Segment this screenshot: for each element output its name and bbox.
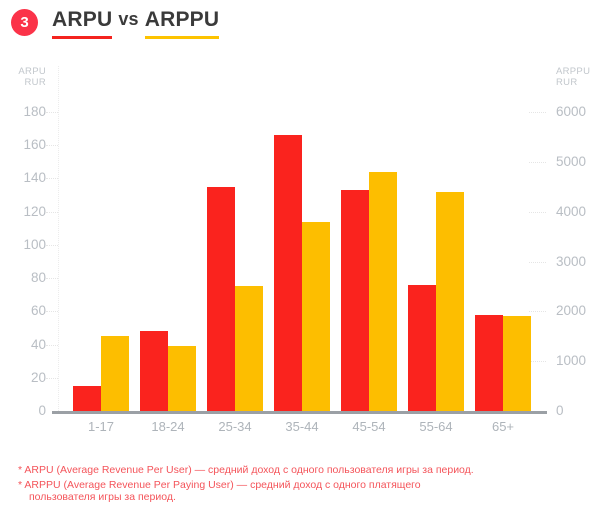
- bar-arpu-45-54: [341, 190, 369, 411]
- plot-left-guide: [58, 66, 59, 411]
- footnote-arppu: * ARPPU (Average Revenue Per Paying User…: [18, 478, 421, 504]
- left-grid-tick: [46, 377, 58, 379]
- bar-arpu-65+: [475, 314, 503, 411]
- page-title: ARPU vs ARPPU: [52, 8, 220, 39]
- left-axis-title-line2: RUR: [24, 77, 46, 88]
- right-grid-tick: [529, 311, 546, 313]
- left-tick-label: 80: [30, 270, 46, 286]
- category-label-65+: 65+: [491, 419, 515, 434]
- bar-arpu-55-64: [408, 284, 436, 411]
- right-tick-label: 6000: [556, 104, 587, 119]
- left-tick-label: 20: [30, 369, 46, 385]
- right-tick-label: 3000: [556, 253, 587, 269]
- bar-arppu-18-24: [168, 346, 196, 411]
- left-grid-tick: [46, 311, 58, 313]
- left-tick-label: 120: [23, 203, 46, 219]
- bar-arpu-35-44: [274, 135, 302, 411]
- right-axis-title-line1: ARPPU: [556, 66, 591, 77]
- category-label-18-24: 18-24: [151, 419, 185, 434]
- right-grid-tick: [529, 112, 546, 113]
- right-axis-title-line2: RUR: [556, 77, 578, 88]
- bar-arpu-1-17: [73, 386, 101, 411]
- left-grid-tick: [46, 112, 58, 113]
- right-tick-label: 1000: [556, 353, 587, 369]
- slide-number-badge: 3: [11, 9, 38, 36]
- left-tick-label: 140: [23, 170, 46, 186]
- bar-arpu-25-34: [207, 186, 235, 411]
- right-axis-title: ARPPU RUR: [556, 66, 600, 88]
- title-vs: vs: [118, 9, 139, 29]
- bar-arppu-1-17: [101, 336, 129, 411]
- left-tick-label: 40: [30, 336, 46, 352]
- left-tick-label: 160: [23, 137, 46, 153]
- right-grid-tick: [529, 161, 546, 163]
- slide-number: 3: [20, 14, 29, 31]
- right-tick-label: 2000: [556, 303, 587, 319]
- bar-arpu-18-24: [140, 331, 168, 411]
- bar-arppu-55-64: [436, 191, 464, 411]
- left-grid-tick: [46, 278, 58, 280]
- left-axis-title-line1: ARPU: [18, 66, 46, 77]
- category-label-1-17: 1-17: [87, 419, 115, 434]
- bar-arppu-45-54: [369, 171, 397, 411]
- left-tick-label: 100: [23, 236, 46, 252]
- title-arppu: ARPPU: [144, 8, 220, 39]
- bar-arppu-35-44: [302, 221, 330, 411]
- right-tick-label: 5000: [556, 153, 587, 169]
- right-tick-label: 0: [556, 403, 564, 418]
- left-tick-label: 60: [30, 303, 46, 319]
- left-grid-tick: [46, 244, 58, 246]
- category-label-35-44: 35-44: [285, 419, 319, 434]
- left-grid-tick: [46, 145, 58, 147]
- right-grid-tick: [529, 261, 546, 263]
- left-grid-tick: [46, 344, 58, 346]
- left-axis-title: ARPU RUR: [4, 66, 46, 88]
- footnotes: * ARPU (Average Revenue Per User) — сред…: [18, 464, 480, 506]
- category-label-25-34: 25-34: [218, 419, 252, 434]
- left-tick-label: 180: [23, 104, 46, 119]
- right-grid-tick: [529, 361, 546, 363]
- left-grid-tick: [46, 178, 58, 180]
- right-grid-tick: [529, 211, 546, 213]
- bar-arppu-65+: [503, 316, 531, 411]
- right-tick-label: 4000: [556, 203, 587, 219]
- left-grid-tick: [46, 211, 58, 213]
- title-arpu: ARPU: [52, 8, 113, 39]
- bar-arppu-25-34: [235, 286, 263, 411]
- x-axis-baseline: [52, 411, 547, 414]
- footnote-arpu: * ARPU (Average Revenue Per User) — сред…: [18, 464, 474, 476]
- category-label-55-64: 55-64: [419, 419, 453, 434]
- left-tick-label: 0: [38, 403, 46, 418]
- category-label-45-54: 45-54: [352, 419, 386, 434]
